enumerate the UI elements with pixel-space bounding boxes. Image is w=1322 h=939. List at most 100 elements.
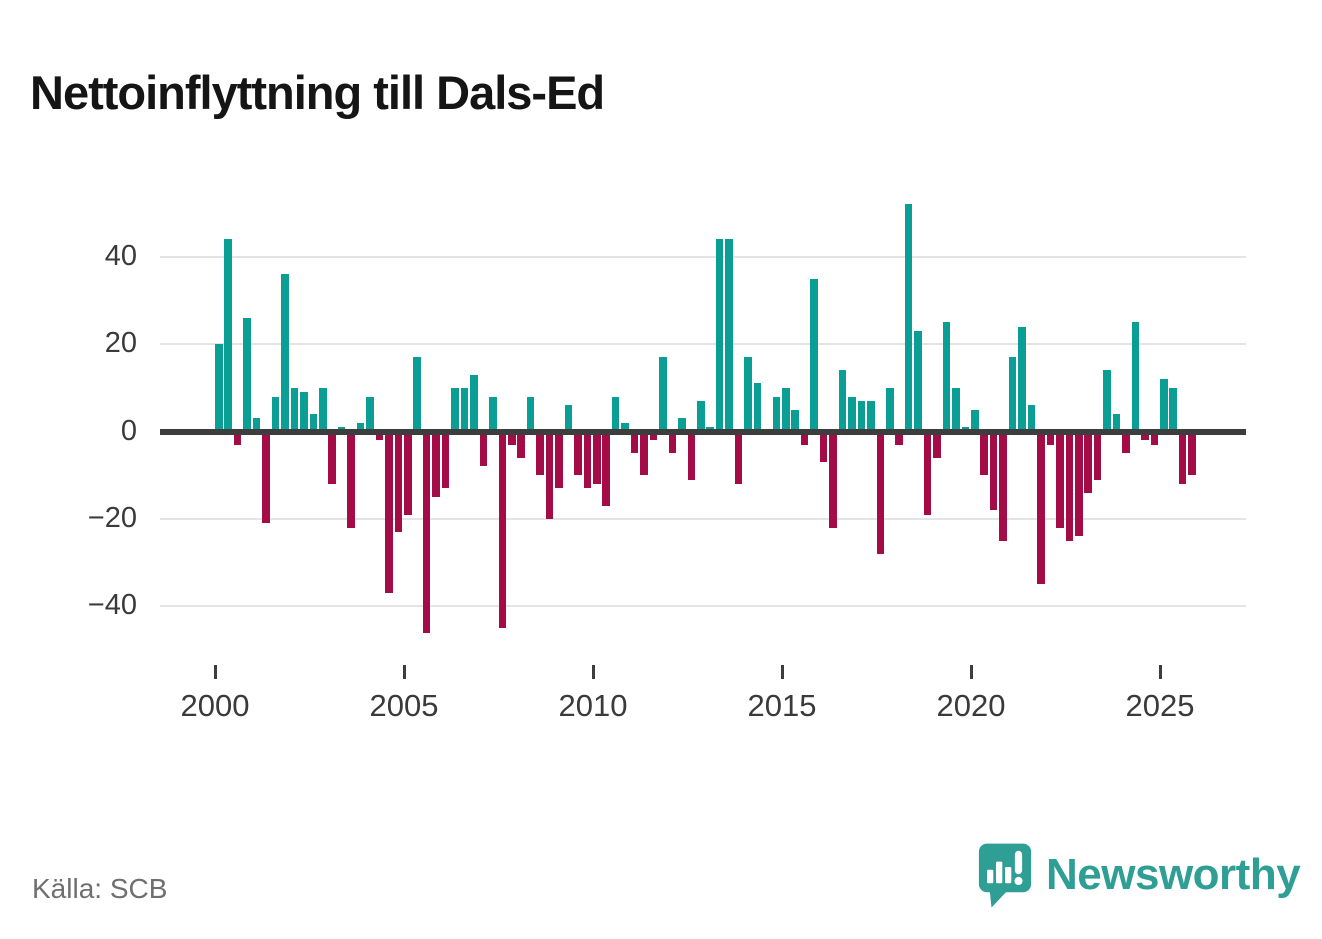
- bar-2023Q4: [1112, 414, 1121, 432]
- gridline--40: [160, 605, 1246, 608]
- gridline--20: [160, 517, 1246, 520]
- bar-2001Q2: [262, 431, 270, 524]
- bar-2013Q3: [725, 239, 733, 432]
- bar-2004Q1: [366, 396, 374, 432]
- bar-2016Q4: [848, 396, 856, 432]
- bar-2016Q2: [829, 431, 837, 528]
- bar-2017Q4: [885, 387, 894, 432]
- bar-2010Q3: [611, 396, 620, 432]
- bar-2023Q1: [1084, 431, 1092, 493]
- bar-2012Q2: [678, 418, 686, 432]
- bar-2009Q2: [564, 405, 573, 432]
- bar-2017Q2: [867, 400, 875, 432]
- bar-2011Q3: [649, 431, 658, 441]
- bar-2014Q1: [744, 357, 752, 432]
- bar-2006Q1: [441, 431, 450, 489]
- gridline-40: [160, 255, 1246, 258]
- y-axis-label-0: 0: [120, 414, 137, 447]
- bar-2012Q1: [668, 431, 677, 454]
- bar-2025Q2: [1169, 387, 1178, 432]
- bar-2007Q1: [479, 431, 488, 467]
- x-axis-zero-line: [160, 428, 1246, 435]
- bar-2008Q2: [526, 396, 535, 432]
- bar-2008Q3: [536, 431, 544, 476]
- brand-name: Newsworthy: [1046, 850, 1301, 899]
- gridline-20: [160, 343, 1246, 346]
- bar-2020Q1: [971, 409, 979, 432]
- bar-2024Q2: [1131, 322, 1140, 432]
- bar-2009Q3: [574, 431, 582, 476]
- bar-2025Q1: [1160, 379, 1168, 432]
- y-axis-label-40: 40: [104, 239, 137, 272]
- bar-2022Q1: [1046, 431, 1055, 445]
- source-caption: Källa: SCB: [32, 873, 168, 904]
- bar-2005Q4: [432, 431, 440, 498]
- bar-2000Q4: [243, 317, 251, 432]
- x-axis-label-2005: 2005: [369, 688, 439, 723]
- bar-2014Q4: [772, 396, 781, 432]
- bar-2017Q3: [876, 431, 885, 554]
- bar-2007Q2: [489, 396, 497, 432]
- bar-2019Q1: [933, 431, 941, 458]
- x-axis-tick-2010: [592, 665, 595, 679]
- bar-2018Q3: [914, 330, 922, 432]
- bar-2007Q3: [498, 431, 507, 629]
- x-axis-label-2015: 2015: [747, 688, 817, 723]
- bar-2010Q1: [593, 431, 601, 484]
- bar-2024Q3: [1141, 431, 1149, 441]
- y-axis-label--20: −20: [87, 501, 137, 534]
- bar-2012Q3: [687, 431, 696, 480]
- bar-2006Q2: [451, 387, 459, 432]
- bar-2008Q1: [517, 431, 525, 458]
- bar-2019Q3: [952, 387, 960, 432]
- bar-2004Q3: [385, 431, 393, 594]
- bar-2002Q3: [309, 414, 318, 432]
- bar-2025Q3: [1178, 431, 1187, 484]
- x-axis-label-2000: 2000: [180, 688, 250, 723]
- bar-2013Q4: [734, 431, 743, 484]
- bar-2021Q1: [1008, 357, 1017, 432]
- bar-2005Q1: [404, 431, 412, 515]
- bar-2024Q4: [1150, 431, 1159, 445]
- bar-2025Q4: [1188, 431, 1196, 476]
- bar-2001Q1: [252, 418, 261, 432]
- bar-2020Q2: [980, 431, 989, 476]
- bar-2002Q2: [300, 392, 308, 432]
- bar-2011Q2: [640, 431, 648, 476]
- bar-2021Q3: [1027, 405, 1036, 432]
- bar-2003Q4: [356, 422, 365, 432]
- x-axis-tick-2025: [1159, 665, 1162, 679]
- bar-2011Q4: [659, 357, 667, 432]
- bar-2002Q1: [290, 387, 299, 432]
- bar-2000Q2: [224, 239, 233, 432]
- bar-2010Q4: [621, 422, 629, 432]
- newsworthy-logo-icon: [978, 843, 1032, 908]
- bar-2003Q3: [347, 431, 355, 528]
- bar-2022Q2: [1056, 431, 1064, 528]
- bar-2015Q3: [800, 431, 809, 445]
- x-axis-label-2010: 2010: [558, 688, 628, 723]
- bar-2022Q4: [1074, 431, 1083, 537]
- brand-lockup: Newsworthy: [978, 841, 1301, 911]
- x-axis-label-2025: 2025: [1125, 688, 1195, 723]
- bar-2004Q4: [394, 431, 403, 532]
- bar-2017Q1: [857, 400, 866, 432]
- bar-2015Q2: [791, 409, 800, 432]
- bar-2024Q1: [1122, 431, 1130, 454]
- bar-2014Q2: [753, 383, 762, 432]
- bar-2005Q3: [422, 431, 431, 633]
- bar-2009Q4: [583, 431, 592, 489]
- bar-2000Q1: [215, 344, 223, 432]
- bar-2011Q1: [630, 431, 639, 454]
- bar-2001Q4: [281, 274, 289, 432]
- bar-2020Q3: [989, 431, 998, 511]
- bar-2015Q1: [782, 387, 790, 432]
- bar-2010Q2: [602, 431, 611, 506]
- x-axis-label-2020: 2020: [936, 688, 1006, 723]
- bar-2023Q3: [1103, 370, 1111, 432]
- bar-2009Q1: [555, 431, 563, 489]
- x-axis-tick-2020: [970, 665, 973, 679]
- bar-2000Q3: [233, 431, 242, 445]
